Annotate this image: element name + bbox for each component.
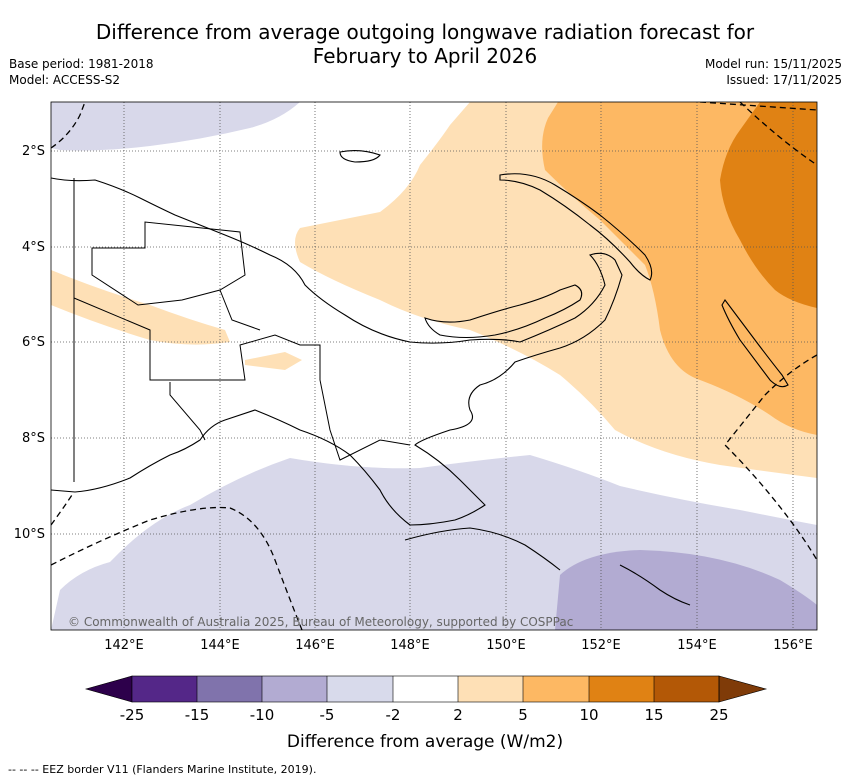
graticule xyxy=(51,102,817,630)
lat-label: 8°S xyxy=(22,431,45,446)
lat-label: 10°S xyxy=(14,527,45,542)
longitude-labels: 142°E 144°E 146°E 148°E 150°E 152°E 154°… xyxy=(104,638,813,653)
colorbar-swatch xyxy=(654,676,719,702)
copyright-notice: © Commonwealth of Australia 2025, Bureau… xyxy=(68,615,573,629)
eez-footnote: -- -- -- EEZ border V11 (Flanders Marine… xyxy=(8,763,317,776)
bougainville-coast xyxy=(721,299,789,388)
colorbar-label: -2 xyxy=(386,706,401,724)
colorbar-title: Difference from average (W/m2) xyxy=(287,732,563,752)
colorbar-label: 15 xyxy=(644,706,663,724)
anomaly-lavender-mid xyxy=(555,550,817,630)
colorbar-label: 2 xyxy=(453,706,463,724)
model-name: Model: ACCESS-S2 xyxy=(9,73,121,87)
lat-label: 6°S xyxy=(22,335,45,350)
manus-island xyxy=(339,149,381,163)
lat-label: 2°S xyxy=(22,144,45,159)
anomaly-peach-west-band xyxy=(51,270,230,345)
lon-label: 146°E xyxy=(295,638,335,653)
new-guinea-coast xyxy=(51,177,623,526)
new-ireland-coast xyxy=(499,173,653,281)
anomaly-peach-small xyxy=(245,352,302,370)
colorbar-swatch xyxy=(523,676,589,702)
chart-title: Difference from average outgoing longwav… xyxy=(0,20,850,68)
lon-label: 150°E xyxy=(486,638,526,653)
lon-label: 144°E xyxy=(200,638,240,653)
colorbar-label: 10 xyxy=(579,706,598,724)
eez-southwest xyxy=(51,494,73,526)
colorbar-label: 25 xyxy=(709,706,728,724)
colorbar-arrow-right xyxy=(718,675,768,703)
coastlines xyxy=(51,149,789,606)
lon-label: 142°E xyxy=(104,638,144,653)
colorbar-swatch xyxy=(132,676,197,702)
colorbar-label: -5 xyxy=(320,706,335,724)
meta-left: Base period: 1981-2018 Model: ACCESS-S2 xyxy=(9,56,154,88)
southern-island-chain xyxy=(404,527,561,571)
colorbar-label: -25 xyxy=(120,706,145,724)
eez-borders xyxy=(51,102,817,630)
meta-right: Model run: 15/11/2025 Issued: 17/11/2025 xyxy=(705,56,842,88)
eez-east xyxy=(724,354,817,561)
new-britain-coast xyxy=(424,284,583,339)
latitude-labels: 2°S 4°S 6°S 8°S 10°S xyxy=(14,144,45,542)
map-area xyxy=(51,102,817,630)
lon-label: 154°E xyxy=(677,638,717,653)
colorbar-swatch xyxy=(197,676,262,702)
colorbar-swatch xyxy=(393,676,458,702)
eez-northwest xyxy=(51,102,86,149)
colorbar-label: -10 xyxy=(250,706,275,724)
base-period: Base period: 1981-2018 xyxy=(9,57,154,71)
colorbar-swatch xyxy=(327,676,393,702)
lon-label: 148°E xyxy=(390,638,430,653)
eez-south xyxy=(51,506,303,630)
colorbar-swatch xyxy=(458,676,523,702)
province-lines xyxy=(73,221,411,461)
title-line-2: February to April 2026 xyxy=(312,44,538,68)
colorbar-labels: -25 -15 -10 -5 -2 2 5 10 15 25 xyxy=(120,706,729,724)
issued-date: Issued: 17/11/2025 xyxy=(726,73,842,87)
colorbar-swatch xyxy=(589,676,654,702)
lat-label: 4°S xyxy=(22,240,45,255)
colorbar xyxy=(84,675,768,703)
map-frame xyxy=(50,101,818,631)
lon-label: 156°E xyxy=(773,638,813,653)
colorbar-frame xyxy=(131,675,720,703)
model-run: Model run: 15/11/2025 xyxy=(704,57,842,71)
colorbar-label: -15 xyxy=(185,706,210,724)
small-islands-east xyxy=(619,564,691,606)
colorbar-arrow-left xyxy=(84,675,133,703)
lon-label: 152°E xyxy=(581,638,621,653)
colorbar-label: 5 xyxy=(518,706,528,724)
colorbar-swatch xyxy=(262,676,327,702)
eez-northeast xyxy=(739,102,817,166)
borders xyxy=(73,178,411,482)
colorbar-dividers xyxy=(196,676,655,702)
title-line-1: Difference from average outgoing longwav… xyxy=(95,20,755,44)
anomaly-lavender-top-left xyxy=(51,102,300,151)
